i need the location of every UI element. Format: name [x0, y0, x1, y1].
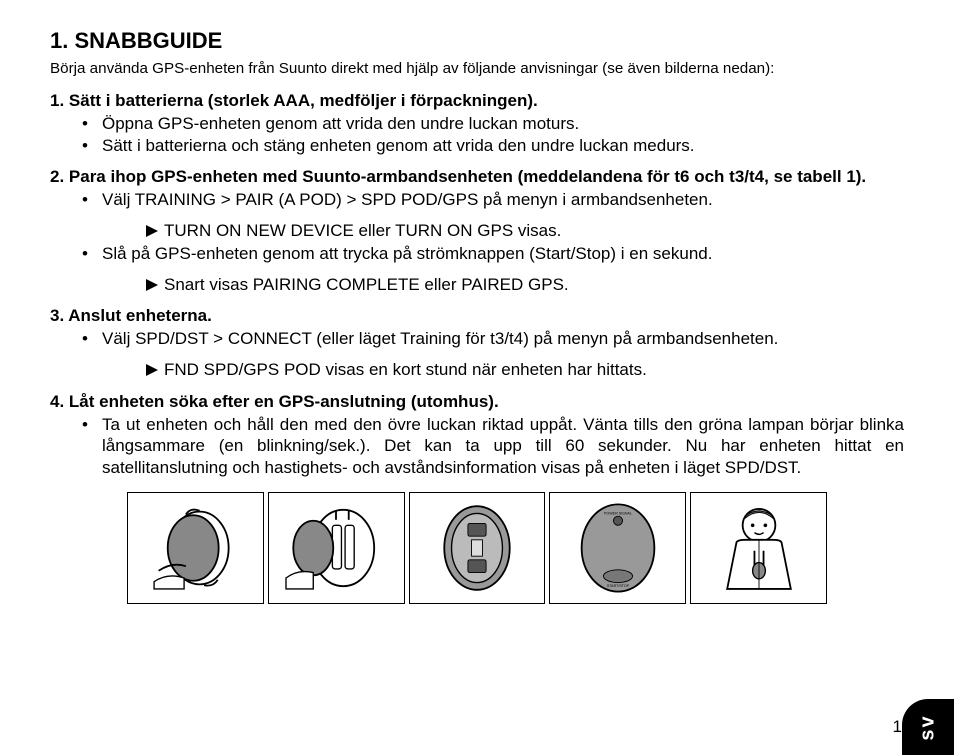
list-item: Ta ut enheten och håll den med den övre … [102, 414, 904, 478]
page-number: 1 [893, 717, 902, 737]
device-closed-icon [417, 498, 537, 598]
step4-title: 4. Låt enheten söka efter en GPS-anslutn… [50, 392, 904, 412]
step4-bullets: Ta ut enheten och håll den med den övre … [50, 414, 904, 478]
list-item: Välj SPD/DST > CONNECT (eller läget Trai… [102, 328, 904, 349]
illustration-device-closed [409, 492, 546, 604]
language-tab: sv [902, 699, 954, 755]
svg-text:POWER SIGNAL: POWER SIGNAL [604, 511, 632, 515]
list-item: Sätt i batterierna och stäng enheten gen… [102, 135, 904, 156]
step3-sub: FND SPD/GPS POD visas en kort stund när … [146, 359, 904, 380]
list-item: Öppna GPS-enheten genom att vrida den un… [102, 113, 904, 134]
manual-page: 1. SNABBGUIDE Börja använda GPS-enheten … [0, 0, 954, 755]
step3-bullets: Välj SPD/DST > CONNECT (eller läget Trai… [50, 328, 904, 349]
illustration-person [690, 492, 827, 604]
person-holding-icon [699, 498, 819, 598]
language-tab-label: sv [917, 714, 940, 740]
step2-sub-2: Snart visas PAIRING COMPLETE eller PAIRE… [146, 274, 904, 295]
arrow-icon [146, 225, 158, 237]
svg-text:START/STOP: START/STOP [607, 584, 630, 588]
step2-bullets-2: Slå på GPS-enheten genom att trycka på s… [50, 243, 904, 264]
list-item: Slå på GPS-enheten genom att trycka på s… [102, 243, 904, 264]
step2-bullets: Välj TRAINING > PAIR (A POD) > SPD POD/G… [50, 189, 904, 210]
device-top-icon: POWER SIGNAL START/STOP [558, 498, 678, 598]
illustration-device-top: POWER SIGNAL START/STOP [549, 492, 686, 604]
step1-bullets: Öppna GPS-enheten genom att vrida den un… [50, 113, 904, 157]
illustration-row: POWER SIGNAL START/STOP [127, 492, 827, 604]
step2-title: 2. Para ihop GPS-enheten med Suunto-armb… [50, 167, 904, 187]
device-open-icon [135, 498, 255, 598]
list-item: Välj TRAINING > PAIR (A POD) > SPD POD/G… [102, 189, 904, 210]
step3-title: 3. Anslut enheterna. [50, 306, 904, 326]
batteries-icon [276, 498, 396, 598]
arrow-icon [146, 279, 158, 291]
page-title: 1. SNABBGUIDE [50, 28, 904, 54]
arrow-icon [146, 364, 158, 376]
illustration-insert-batteries [268, 492, 405, 604]
step1-title: 1. Sätt i batterierna (storlek AAA, medf… [50, 91, 904, 111]
step2-sub-1: TURN ON NEW DEVICE eller TURN ON GPS vis… [146, 220, 904, 241]
illustration-open-device [127, 492, 264, 604]
intro-text: Börja använda GPS-enheten från Suunto di… [50, 60, 904, 77]
